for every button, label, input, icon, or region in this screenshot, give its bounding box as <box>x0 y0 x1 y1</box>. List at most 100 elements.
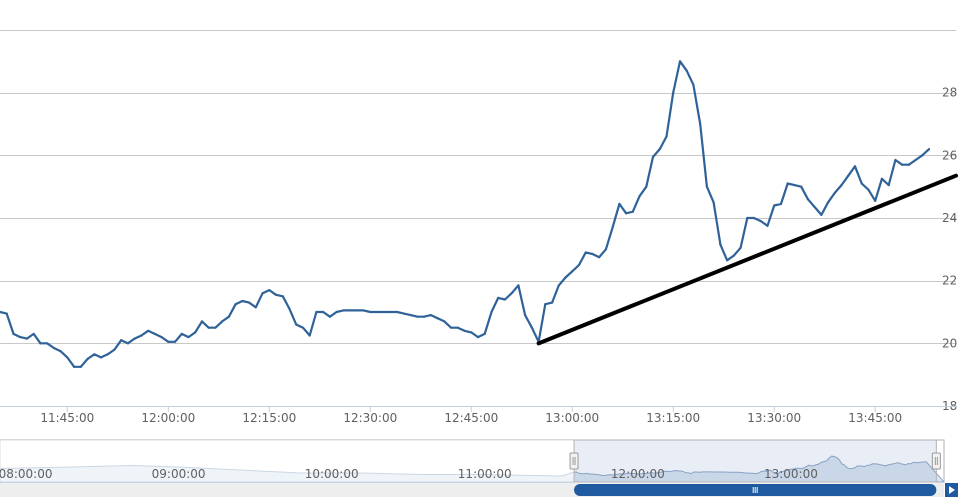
x-tick-label: 12:00:00 <box>141 411 195 425</box>
data-point <box>786 182 789 185</box>
data-point <box>880 177 884 180</box>
data-point <box>645 185 648 188</box>
data-point <box>712 201 715 204</box>
data-point <box>449 326 453 329</box>
data-point <box>813 205 816 209</box>
data-point <box>826 201 830 204</box>
navigator-right-handle[interactable] <box>931 452 941 470</box>
scrollbar-grip-icon <box>752 487 758 493</box>
data-point <box>322 310 325 314</box>
data-point <box>32 332 35 336</box>
data-point <box>524 314 527 317</box>
grid-lines <box>0 30 956 407</box>
navigator-selected-range[interactable] <box>573 439 937 483</box>
data-point <box>194 331 197 334</box>
data-point <box>557 284 560 287</box>
y-tick-label: 28 <box>942 86 957 100</box>
data-point <box>200 320 204 323</box>
data-point <box>490 310 493 314</box>
data-point <box>793 184 796 187</box>
data-point <box>746 216 749 220</box>
data-point <box>773 204 776 207</box>
data-point <box>389 310 392 314</box>
data-point <box>12 332 15 336</box>
navigator-tick-label: 12:00:00 <box>611 467 665 481</box>
y-tick-label: 26 <box>942 148 957 162</box>
data-point <box>423 315 426 318</box>
data-point <box>806 198 809 201</box>
data-point <box>443 320 446 323</box>
data-point <box>739 246 742 249</box>
data-point <box>678 60 682 63</box>
data-point <box>867 188 870 191</box>
data-point <box>247 301 251 304</box>
data-point <box>618 202 621 205</box>
data-point <box>503 298 507 301</box>
data-point <box>25 337 29 340</box>
data-point <box>214 326 217 329</box>
data-point <box>584 251 587 254</box>
data-point <box>894 158 897 162</box>
scrollbar[interactable] <box>0 483 958 497</box>
series-layer <box>0 60 931 368</box>
data-point <box>268 288 271 292</box>
data-point <box>52 346 55 350</box>
data-point <box>853 165 857 168</box>
x-tick-label: 13:15:00 <box>646 411 700 425</box>
data-point <box>46 342 49 345</box>
data-point <box>281 295 284 298</box>
x-tick-label: 12:30:00 <box>343 411 397 425</box>
data-point <box>732 254 735 257</box>
data-point <box>699 122 702 126</box>
data-point <box>766 224 769 227</box>
navigator-outside-mask <box>0 440 575 482</box>
navigator-tick-label: 11:00:00 <box>458 467 512 481</box>
data-point <box>759 220 762 223</box>
data-point <box>752 216 756 220</box>
data-point <box>625 212 628 215</box>
arrow-right-icon <box>949 486 955 494</box>
x-tick-label: 13:00:00 <box>545 411 599 425</box>
data-point <box>328 315 331 318</box>
data-point <box>611 226 614 229</box>
data-point <box>308 334 311 337</box>
data-point <box>295 323 298 326</box>
data-point <box>914 158 917 162</box>
navigator-left-handle[interactable] <box>569 452 579 470</box>
data-point <box>436 317 439 320</box>
data-point <box>59 350 62 353</box>
data-point <box>140 334 143 337</box>
data-point <box>99 356 103 359</box>
x-tick-label: 13:45:00 <box>848 411 902 425</box>
data-point <box>907 163 910 166</box>
navigator[interactable]: 08:00:00 09:00:00 10:00:00 11:00:00 12:00:00… <box>0 439 958 497</box>
data-point <box>530 326 533 329</box>
data-point <box>651 155 655 158</box>
x-tick-label: 12:45:00 <box>444 411 498 425</box>
data-point <box>604 248 608 251</box>
data-point <box>39 342 42 345</box>
navigator-tick-label: 09:00:00 <box>152 467 206 481</box>
data-point <box>147 329 150 332</box>
data-point <box>665 135 668 138</box>
data-point <box>416 315 419 318</box>
data-point <box>0 310 2 314</box>
data-point <box>315 310 318 314</box>
data-point <box>207 326 210 329</box>
data-point <box>261 292 264 295</box>
data-point <box>234 303 237 306</box>
data-point <box>598 256 601 259</box>
scroll-right-button[interactable] <box>945 483 958 497</box>
data-point <box>550 301 554 304</box>
data-point <box>685 69 688 72</box>
y-tick-label: 20 <box>942 336 957 350</box>
data-point <box>847 174 850 177</box>
data-point <box>874 199 877 202</box>
data-point <box>860 182 863 185</box>
data-point <box>571 270 574 273</box>
data-point <box>254 306 257 309</box>
data-point <box>510 292 513 295</box>
data-point <box>173 340 177 343</box>
data-point <box>106 353 109 356</box>
